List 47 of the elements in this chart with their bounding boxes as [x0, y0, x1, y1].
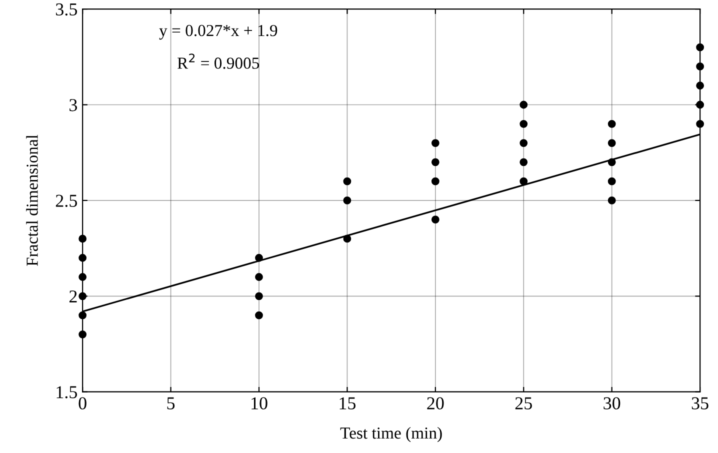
point	[431, 216, 440, 224]
point	[608, 177, 616, 186]
x-tick-label: 20	[427, 397, 444, 410]
point	[431, 158, 440, 166]
point	[78, 330, 87, 338]
point	[520, 177, 528, 186]
point	[255, 273, 263, 281]
point	[696, 82, 704, 90]
point	[255, 311, 263, 320]
y-tick-label: 2	[69, 290, 77, 302]
point	[608, 139, 616, 147]
x-tick-label: 0	[78, 397, 86, 410]
point	[343, 177, 352, 186]
point	[431, 177, 440, 186]
point	[608, 158, 616, 166]
point	[520, 139, 528, 147]
point	[431, 139, 440, 147]
point	[78, 311, 87, 320]
annotation: R$^{2}$ = 0.9005	[177, 54, 260, 69]
point	[255, 292, 263, 300]
point	[520, 158, 528, 166]
point	[608, 120, 616, 128]
x-tick-label: 15	[340, 397, 356, 410]
point	[520, 100, 528, 109]
point	[78, 234, 87, 243]
x-tick-label: 30	[604, 397, 620, 410]
point	[78, 273, 87, 281]
point	[696, 43, 704, 52]
point	[255, 254, 263, 262]
point	[696, 120, 704, 128]
y-tick-label: 3	[70, 99, 78, 112]
x-axis-title: Test time (min)	[340, 426, 442, 442]
annotation: y = 0.027*x + 1.9	[159, 24, 278, 40]
point	[343, 234, 352, 243]
x-tick-label: 10	[252, 397, 268, 410]
x-tick-label: 25	[515, 397, 532, 410]
y-tick-label: 2.5	[56, 194, 78, 207]
y-tick-label: 3.5	[56, 3, 78, 16]
point	[608, 196, 616, 204]
y-tick-label: 1.5	[56, 386, 78, 398]
y-axis-title: Fractal dimensional	[26, 134, 38, 266]
point	[343, 196, 352, 204]
point	[520, 120, 528, 128]
x-tick-label: 35	[692, 397, 708, 410]
x-tick-label: 5	[167, 397, 175, 410]
point	[696, 62, 704, 70]
point	[78, 254, 87, 262]
